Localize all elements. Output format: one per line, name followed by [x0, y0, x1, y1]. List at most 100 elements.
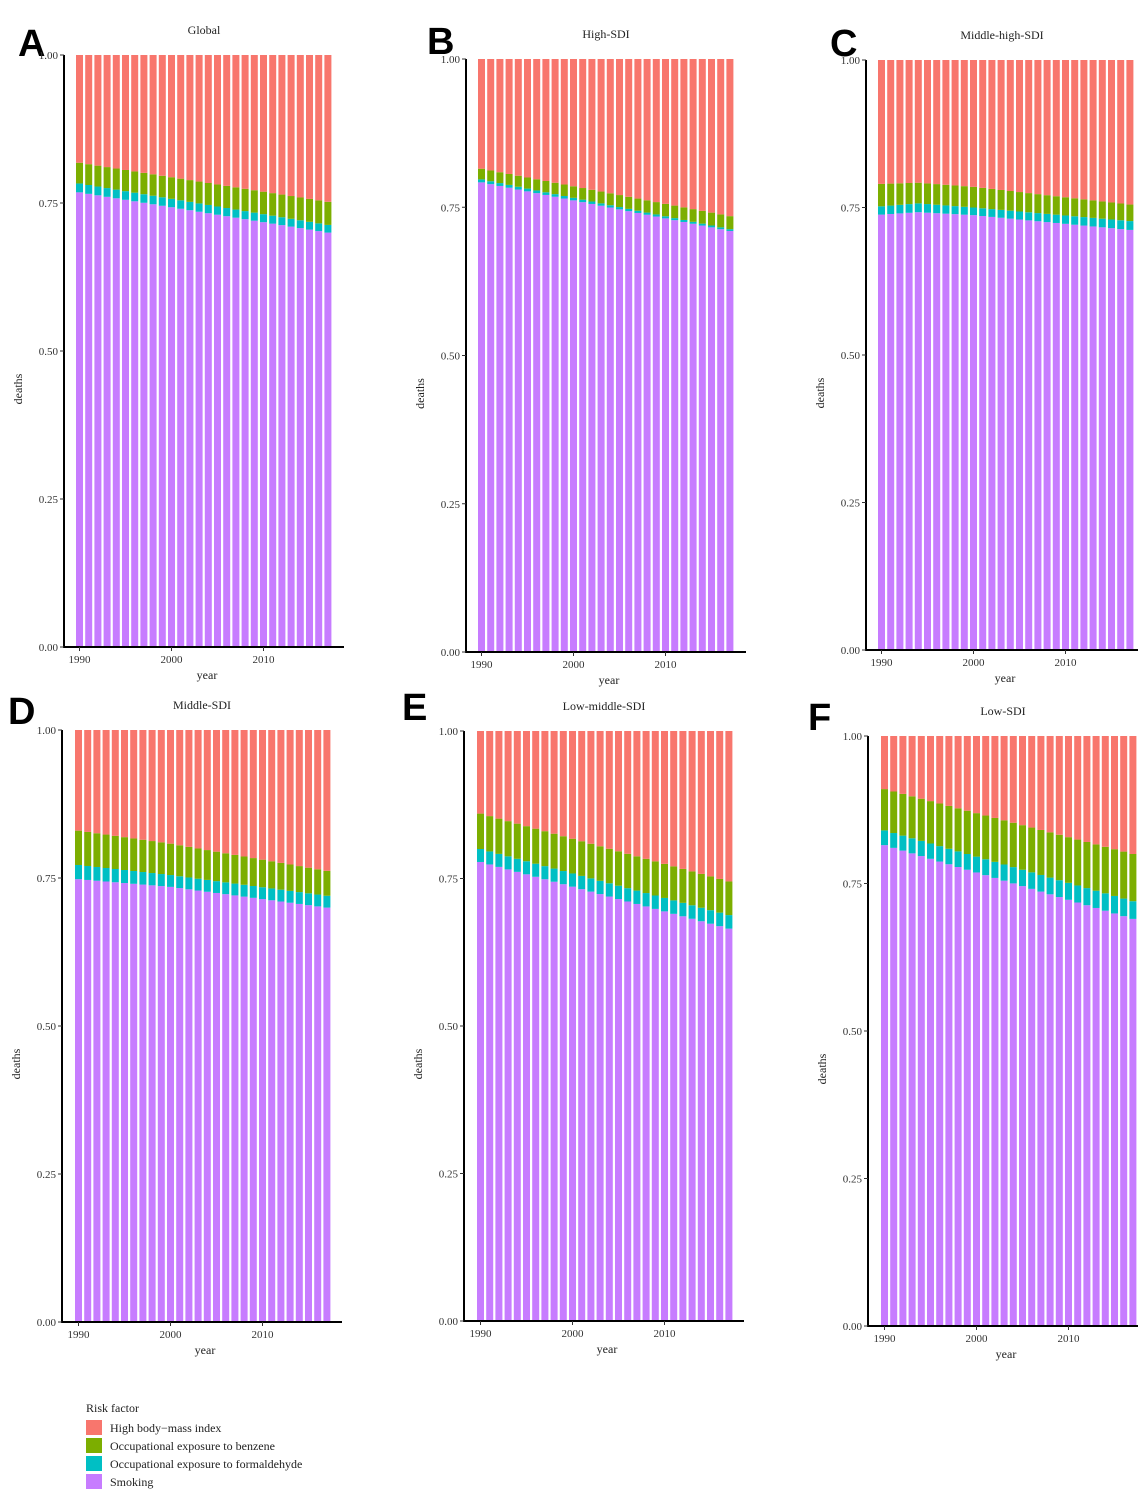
bar-2009-benzene	[651, 861, 659, 896]
y-tick-label: 0.00	[39, 642, 59, 654]
bar-2015-high-bmi	[707, 731, 714, 877]
bar-2007-smoking	[231, 895, 239, 1322]
bar-1996-formaldehyde	[933, 204, 941, 214]
bar-2004-high-bmi	[1009, 736, 1017, 823]
y-axis-label: deaths	[813, 377, 827, 408]
bar-1990-smoking	[878, 214, 885, 650]
bar-1995-formaldehyde	[121, 870, 128, 884]
bar-2003-benzene	[997, 189, 1005, 210]
bar-1998-formaldehyde	[951, 206, 959, 215]
bar-1998-benzene	[951, 185, 959, 207]
bar-2012-smoking	[679, 916, 687, 1321]
bar-2014-smoking	[295, 903, 303, 1322]
bar-1993-high-bmi	[103, 55, 111, 168]
x-tick-label: 2010	[1055, 657, 1078, 669]
bar-2007-formaldehyde	[1034, 213, 1042, 222]
bar-2002-high-bmi	[186, 55, 194, 181]
bar-2009-smoking	[250, 220, 258, 648]
bar-2004-benzene	[1006, 191, 1014, 211]
y-tick-label: 0.00	[439, 1316, 459, 1328]
bar-1995-benzene	[927, 801, 934, 844]
bar-2013-high-bmi	[287, 55, 295, 197]
bar-2012-smoking	[277, 901, 285, 1322]
bar-2012-formaldehyde	[679, 902, 687, 917]
bar-2000-high-bmi	[570, 59, 577, 187]
bar-1993-benzene	[103, 167, 111, 189]
bar-1993-benzene	[505, 173, 513, 185]
bar-2001-high-bmi	[579, 59, 587, 189]
bar-2015-high-bmi	[305, 730, 312, 868]
bar-2013-smoking	[1089, 226, 1097, 650]
bar-2013-formaldehyde	[1092, 890, 1100, 908]
bar-2015-formaldehyde	[1108, 219, 1115, 229]
bar-2012-benzene	[680, 207, 688, 220]
bar-1992-benzene	[93, 833, 101, 867]
bar-1991-benzene	[890, 791, 898, 834]
bar-1994-smoking	[513, 871, 521, 1321]
bar-2000-smoking	[973, 872, 980, 1326]
x-tick-label: 1990	[874, 1333, 897, 1345]
bar-2016-high-bmi	[716, 731, 724, 879]
bar-1992-benzene	[495, 818, 503, 854]
bar-2007-formaldehyde	[232, 209, 240, 218]
y-tick-label: 0.00	[37, 1317, 57, 1329]
bar-2017-formaldehyde	[726, 229, 734, 231]
bar-2006-benzene	[1028, 827, 1036, 873]
bar-2012-benzene	[1083, 841, 1091, 889]
bar-1994-benzene	[111, 835, 119, 869]
bar-2013-smoking	[286, 902, 294, 1322]
bar-2012-formaldehyde	[277, 889, 285, 902]
bar-2015-smoking	[1108, 228, 1115, 650]
bar-2000-smoking	[970, 215, 977, 651]
bar-1996-high-bmi	[131, 55, 139, 172]
bar-2001-benzene	[979, 187, 987, 209]
bar-2002-smoking	[991, 877, 999, 1326]
panel-e-low-middle-sdi: E Low-middle-SDI 0.00 0.25 0.50 0.75 1.00 1990 2…	[402, 687, 744, 1356]
bar-1991-high-bmi	[487, 59, 495, 171]
bar-2001-benzene	[982, 815, 990, 860]
bar-2016-formaldehyde	[314, 894, 322, 907]
bar-2011-formaldehyde	[269, 215, 277, 224]
bar-2010-high-bmi	[1062, 60, 1069, 198]
bar-1993-smoking	[908, 853, 916, 1326]
bar-1992-smoking	[496, 185, 504, 652]
bar-1992-smoking	[495, 866, 503, 1321]
panel-title: Low-middle-SDI	[563, 699, 646, 713]
bar-1999-smoking	[158, 205, 166, 647]
bar-2007-formaldehyde	[634, 210, 642, 213]
bar-2000-smoking	[570, 200, 577, 652]
bar-2003-formaldehyde	[596, 880, 604, 895]
bar-2009-smoking	[1055, 897, 1063, 1326]
bar-2000-formaldehyde	[570, 197, 577, 201]
bar-1993-high-bmi	[102, 730, 110, 835]
bar-2002-formaldehyde	[991, 861, 999, 878]
bar-2007-benzene	[633, 856, 641, 891]
bar-1993-smoking	[102, 881, 110, 1322]
bar-1993-formaldehyde	[505, 184, 513, 188]
bar-1999-high-bmi	[963, 736, 971, 811]
bar-2008-high-bmi	[1043, 60, 1051, 196]
bar-2001-smoking	[579, 202, 587, 652]
bar-1998-formaldehyde	[149, 195, 157, 205]
bar-1992-smoking	[899, 850, 907, 1326]
bar-2015-formaldehyde	[306, 221, 313, 230]
bar-1991-benzene	[84, 831, 92, 866]
bar-1998-benzene	[148, 841, 156, 874]
bar-1992-formaldehyde	[495, 853, 503, 867]
bar-2015-benzene	[305, 867, 312, 894]
bar-1999-benzene	[560, 184, 568, 196]
bar-1993-high-bmi	[504, 731, 512, 822]
bar-2015-formaldehyde	[305, 893, 312, 906]
bar-2002-benzene	[991, 817, 999, 862]
x-tick-label: 2000	[161, 654, 184, 666]
panel-letter: B	[427, 21, 454, 63]
bar-2015-high-bmi	[708, 59, 715, 213]
bar-2008-high-bmi	[1046, 736, 1054, 833]
y-tick-label: 0.75	[39, 198, 59, 210]
bar-1990-formaldehyde	[881, 830, 888, 846]
bar-1990-benzene	[76, 162, 83, 184]
bar-2005-smoking	[1019, 886, 1026, 1326]
bar-2004-smoking	[203, 891, 211, 1322]
bar-2002-smoking	[587, 891, 595, 1321]
bar-2000-formaldehyde	[970, 207, 977, 216]
